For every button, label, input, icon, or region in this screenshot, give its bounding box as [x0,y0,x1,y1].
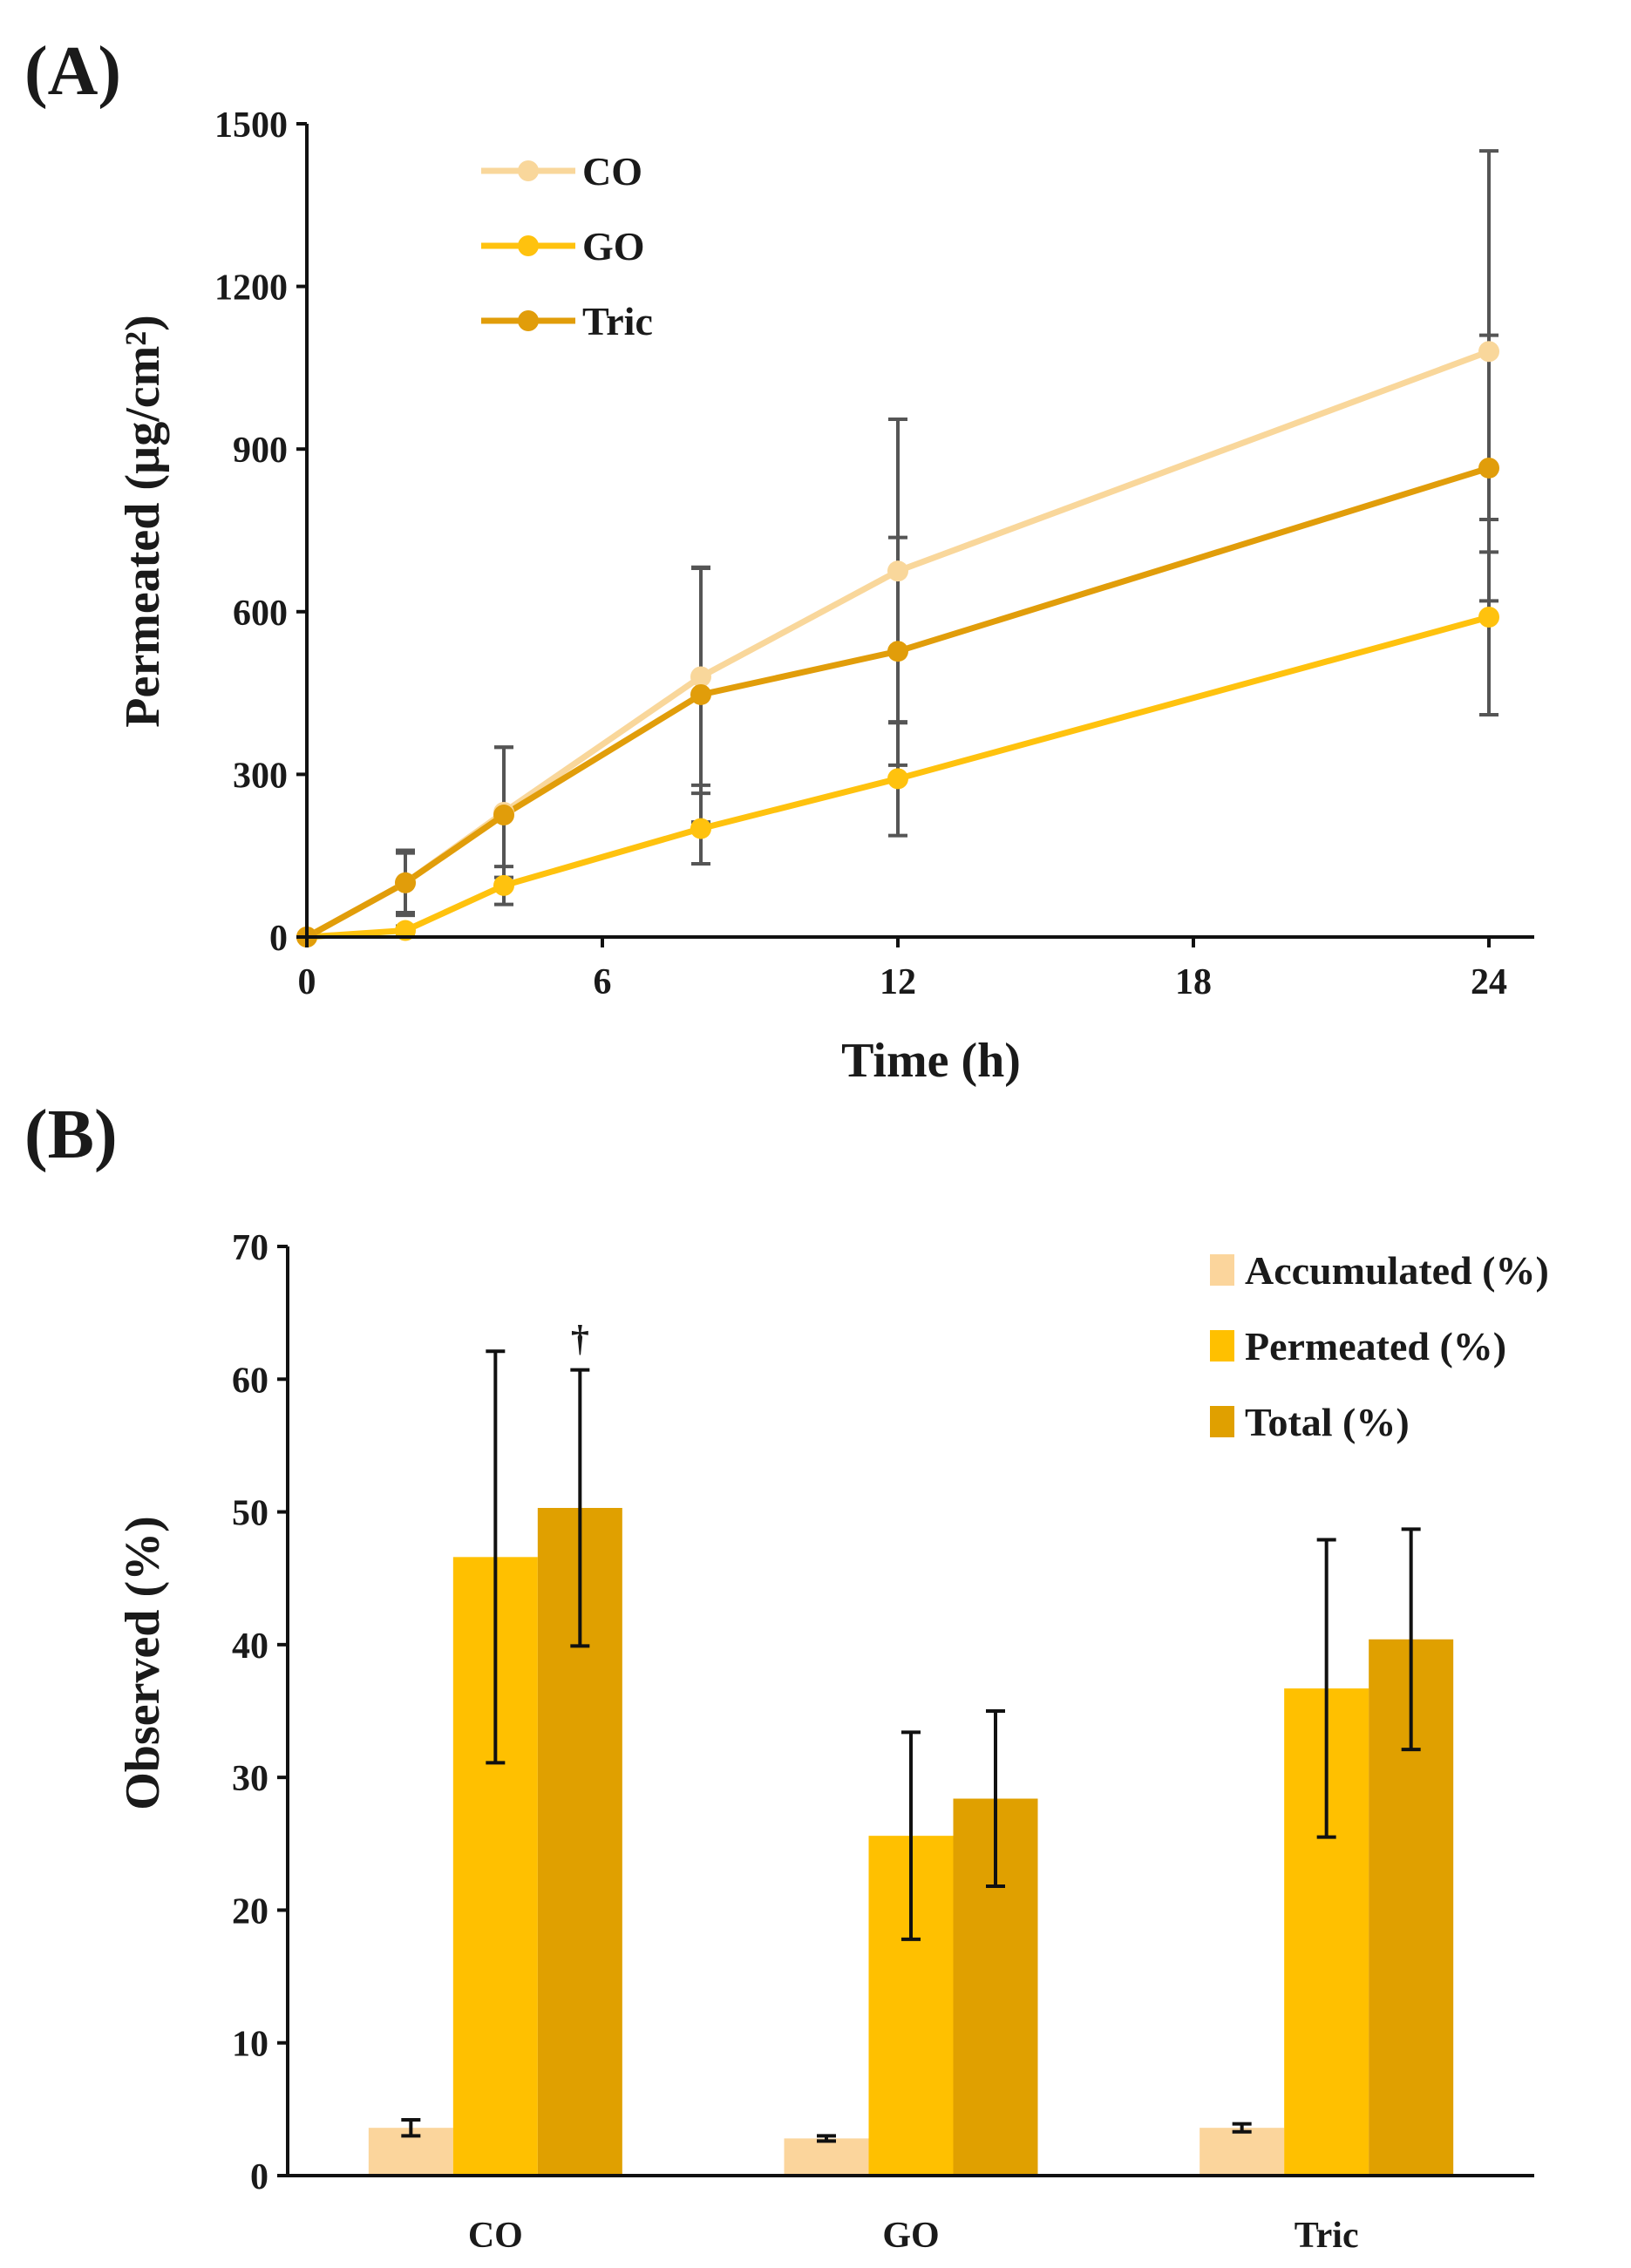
legend-marker-tric [518,310,539,331]
y-tick-label: 10 [232,2025,268,2065]
y-tick-label: 50 [232,1494,268,1534]
x-tick-label: 18 [1175,962,1212,1002]
category-label-co: CO [468,2216,523,2256]
y-tick-label: 600 [233,594,288,634]
panel-b-error-bars [401,1349,1421,2143]
panel-a-line-chart: (A) 0 300 600 900 1200 1500 0 6 12 18 24 Permeate… [24,33,1534,1088]
y-tick-label: 300 [233,756,288,796]
legend-entry-tric: Tric [481,299,653,343]
panel-b-category-labels: CO GO Tric [468,2216,1359,2256]
x-tick-label: 6 [594,962,612,1002]
y-tick-label: 40 [232,1626,268,1667]
legend-marker-co [518,160,539,181]
series-line-go [306,614,1490,940]
bar-go-accumulated [784,2138,869,2176]
legend-entry-accumulated: Accumulated (%) [1210,1248,1549,1293]
data-point-go [1478,607,1499,628]
legend-label-co: CO [582,149,642,194]
legend-entry-go: GO [481,224,645,268]
y-tick-label: 70 [232,1228,268,1268]
panel-b-bar-chart: (B) 0 10 20 30 40 50 60 70 CO GO Tric Observed (%… [24,1097,1549,2256]
data-point-go [493,874,514,896]
y-tick-label: 1200 [214,268,288,309]
category-label-go: GO [882,2216,939,2256]
panel-a-y-axis-title: Permeated (µg/cm²) [116,315,170,727]
series-line-tric [305,465,1491,940]
legend-label-accumulated: Accumulated (%) [1245,1248,1549,1293]
data-point-go [887,768,908,790]
category-label-tric: Tric [1295,2216,1359,2256]
panel-a-legend: CO GO Tric [481,149,653,343]
data-point-co [887,560,908,582]
data-point-co [1478,341,1499,363]
legend-entry-permeated: Permeated (%) [1210,1324,1506,1368]
legend-swatch-accumulated [1210,1254,1234,1286]
legend-entry-total: Total (%) [1210,1400,1410,1444]
panel-b-y-axis-title: Observed (%) [116,1516,170,1810]
panel-a-y-ticks: 0 300 600 900 1200 1500 [214,105,307,959]
panel-b-legend: Accumulated (%) Permeated (%) Total (%) [1210,1248,1549,1444]
panel-b-y-ticks: 0 10 20 30 40 50 60 70 [232,1228,288,2197]
panel-b-label: (B) [24,1097,118,1173]
significance-dagger: † [571,1320,589,1360]
data-point-tric [887,641,908,662]
y-tick-label: 1500 [214,105,288,146]
data-point-tric [1478,457,1499,479]
data-point-tric [690,683,711,705]
data-point-co [690,666,711,688]
data-point-tric [493,805,514,826]
data-point-tric [395,872,416,893]
y-tick-label: 0 [250,2157,268,2197]
x-tick-label: 0 [298,962,316,1002]
y-tick-label: 30 [232,1759,268,1799]
x-tick-label: 12 [880,962,916,1002]
legend-label-go: GO [582,224,645,268]
x-tick-label: 24 [1471,962,1507,1002]
panel-a-series-lines [305,348,1491,940]
panel-a-x-axis-title: Time (h) [841,1034,1021,1088]
legend-label-tric: Tric [582,299,653,343]
legend-entry-co: CO [481,149,642,194]
y-tick-label: 900 [233,431,288,471]
y-tick-label: 20 [232,1891,268,1932]
y-tick-label: 0 [269,919,288,959]
panel-a-label: (A) [24,33,121,110]
y-tick-label: 60 [232,1361,268,1401]
legend-swatch-permeated [1210,1330,1234,1361]
legend-label-permeated: Permeated (%) [1245,1324,1506,1368]
legend-label-total: Total (%) [1245,1400,1410,1444]
panel-a-error-bars [396,149,1498,937]
legend-marker-go [518,235,539,256]
panel-a-x-ticks: 0 6 12 18 24 [298,937,1507,1002]
data-point-go [690,818,711,839]
bar-tric-accumulated [1199,2128,1285,2176]
legend-swatch-total [1210,1406,1234,1437]
